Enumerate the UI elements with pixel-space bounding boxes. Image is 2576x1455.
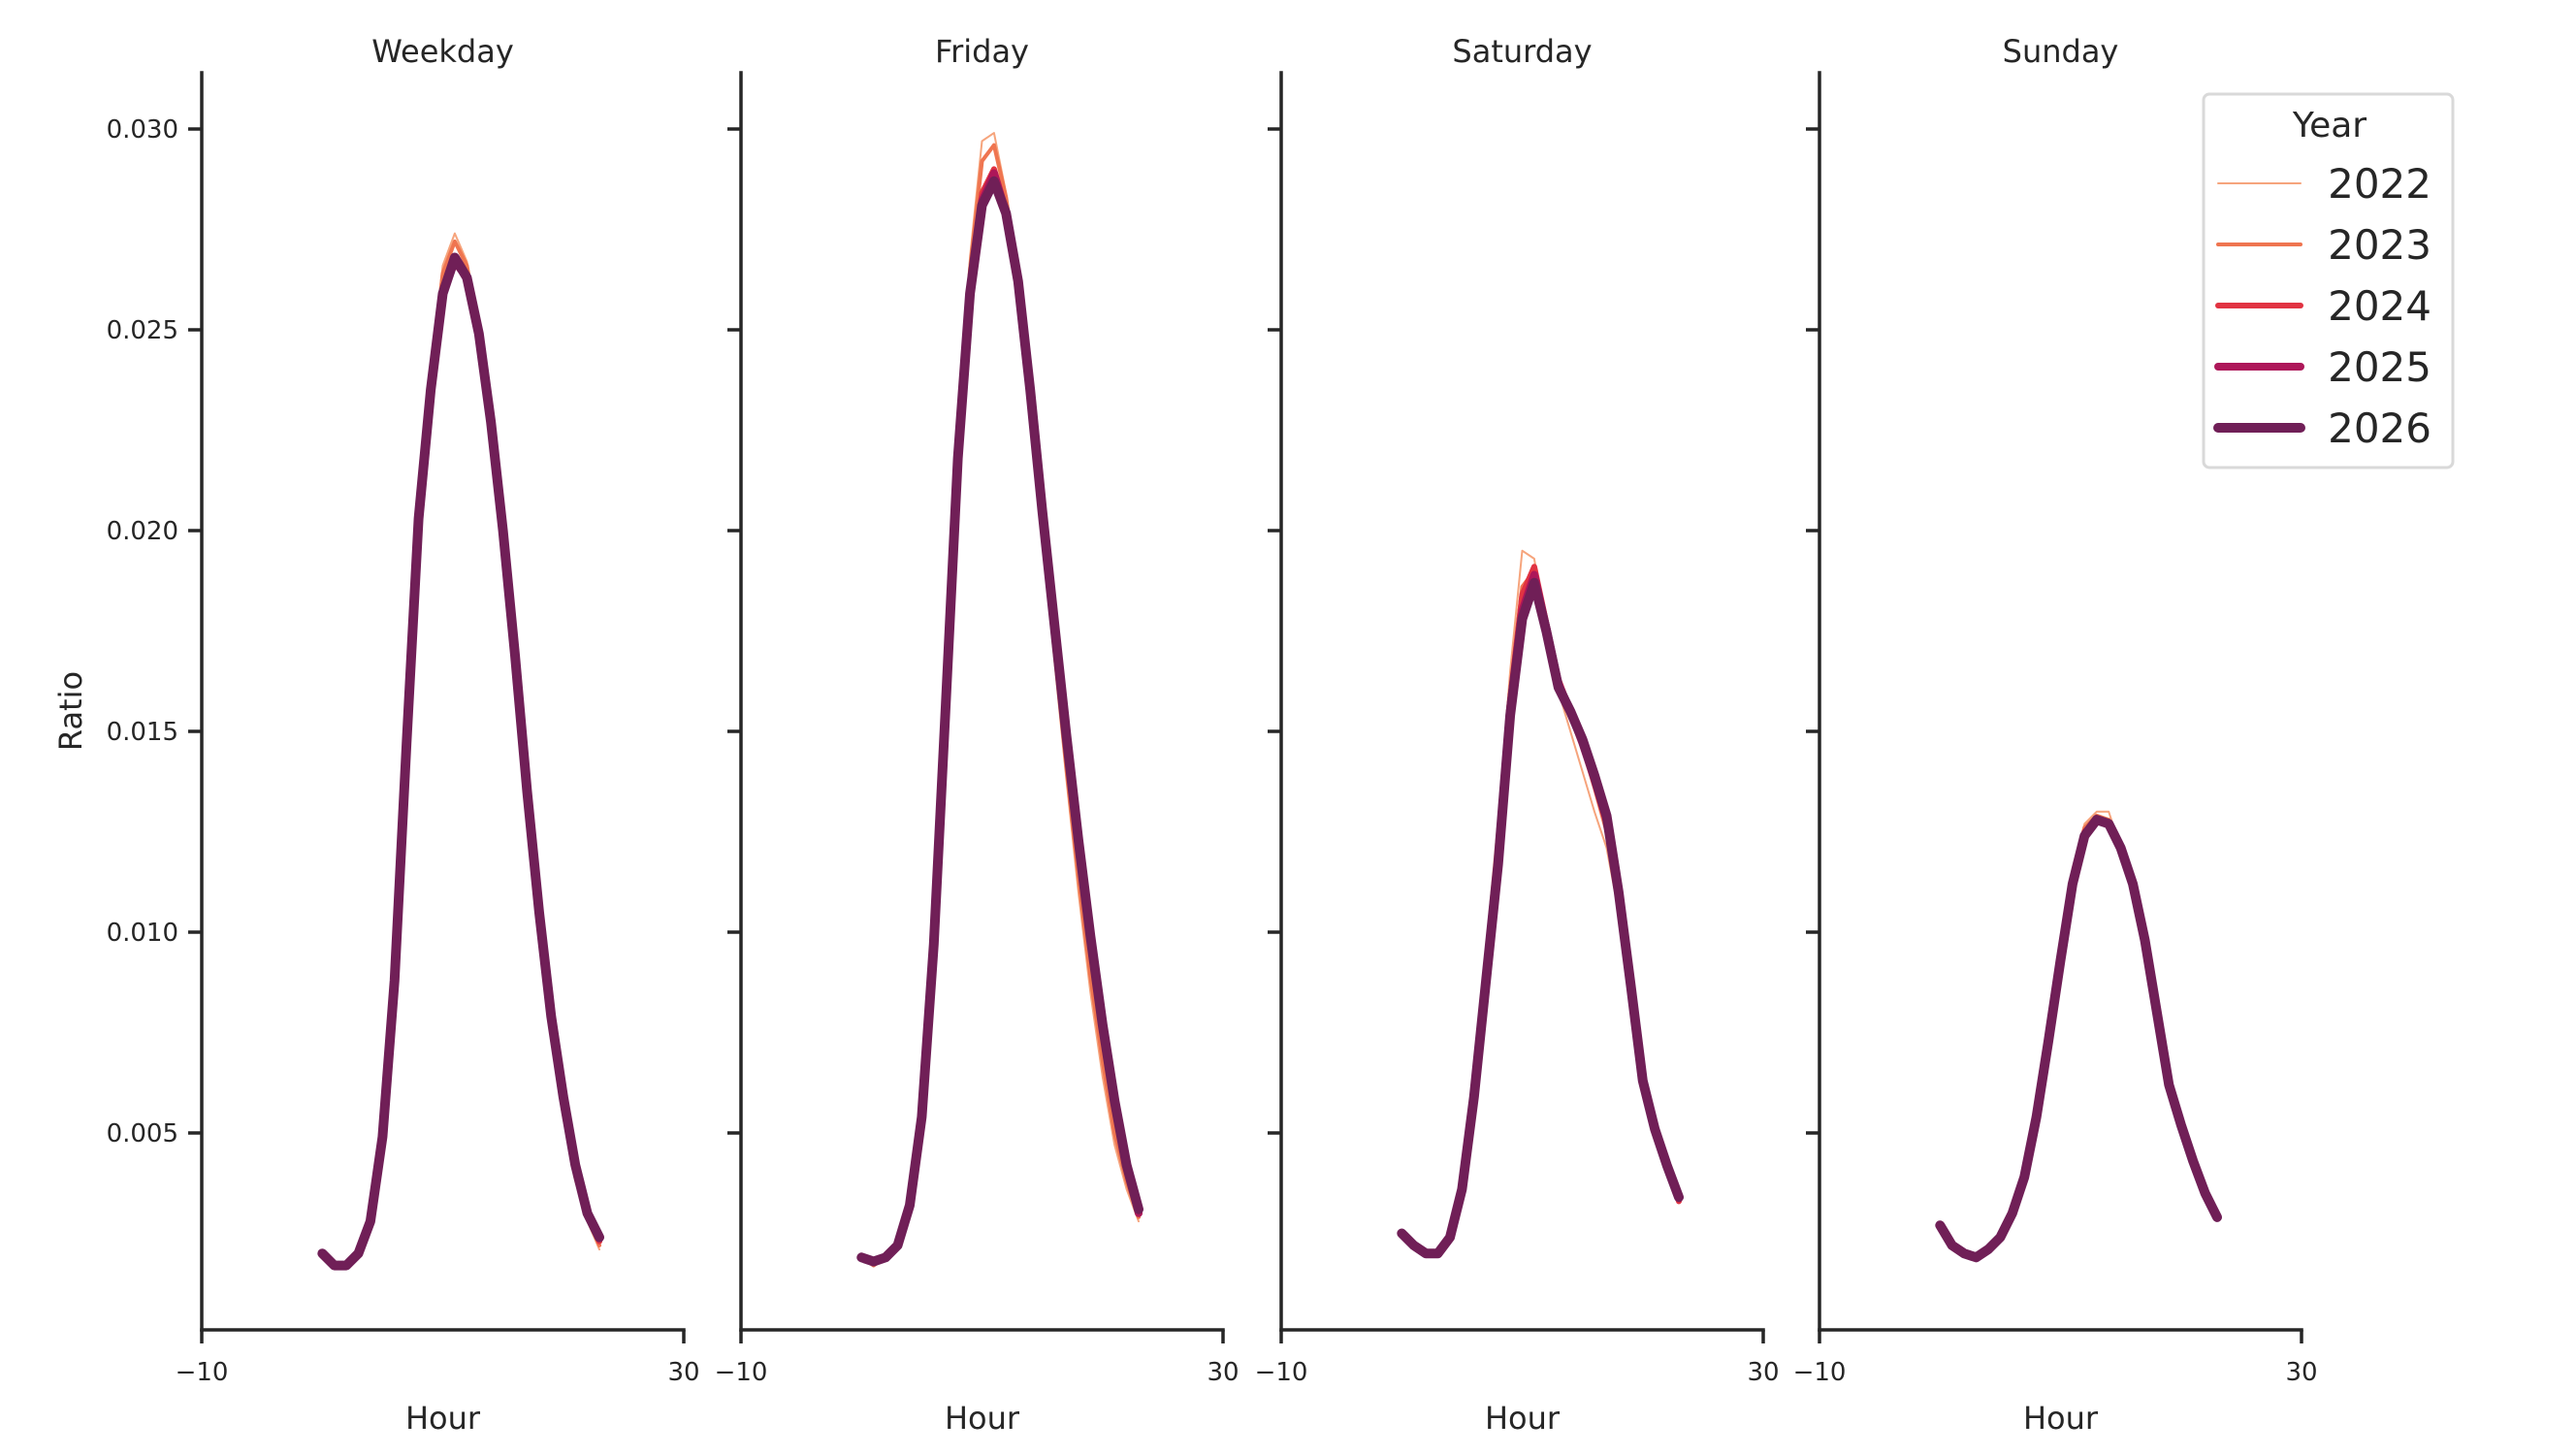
series-line-2023 bbox=[1400, 568, 1681, 1256]
series-line-2023 bbox=[320, 239, 601, 1268]
panels: Weekday 0.005 0.010 0.015 0.020 0.025 0.030 −10… bbox=[107, 33, 2318, 1437]
legend-label: 2024 bbox=[2328, 282, 2431, 330]
y-tick-label: 0.010 bbox=[107, 919, 178, 948]
panel-title: Friday bbox=[935, 33, 1029, 70]
legend-item-2026: 2026 bbox=[2213, 404, 2431, 452]
y-tick-label: 0.030 bbox=[107, 115, 178, 145]
series-line-2025 bbox=[1936, 816, 2221, 1262]
x-axis-label: Hour bbox=[1485, 1400, 1561, 1437]
panel-title: Sunday bbox=[2003, 33, 2119, 70]
x-tick-label: 30 bbox=[1207, 1358, 1239, 1387]
legend-item-2023: 2023 bbox=[2216, 221, 2431, 269]
series-line-2022 bbox=[1401, 549, 1680, 1255]
y-tick-label: 0.020 bbox=[107, 517, 178, 546]
legend-label: 2022 bbox=[2328, 160, 2431, 208]
series-line-2026 bbox=[856, 176, 1143, 1267]
series-line-2024 bbox=[319, 254, 602, 1269]
series-line-2026 bbox=[1935, 815, 2222, 1263]
series-line-2024 bbox=[858, 166, 1142, 1265]
x-tick-label: −10 bbox=[715, 1358, 768, 1387]
series-line-2024 bbox=[1399, 564, 1682, 1257]
series-line-2025 bbox=[318, 257, 603, 1270]
series-line-2022 bbox=[860, 132, 1140, 1267]
panel-weekday: Weekday 0.005 0.010 0.015 0.020 0.025 0.030 −10… bbox=[107, 33, 700, 1437]
y-tick-label: 0.025 bbox=[107, 316, 178, 345]
y-axis-label: Ratio bbox=[52, 671, 89, 751]
x-tick-label: 30 bbox=[667, 1358, 699, 1387]
y-tick-label: 0.015 bbox=[107, 718, 178, 747]
x-axis-label: Hour bbox=[2023, 1400, 2099, 1437]
legend-label: 2023 bbox=[2328, 221, 2431, 269]
series-line-2025 bbox=[857, 169, 1143, 1266]
series-line-2024 bbox=[1937, 817, 2220, 1261]
legend-title: Year bbox=[2292, 106, 2367, 146]
legend-label: 2025 bbox=[2328, 343, 2431, 391]
x-tick-label: −10 bbox=[1255, 1358, 1308, 1387]
series-line-2026 bbox=[317, 252, 604, 1271]
x-axis-label: Hour bbox=[405, 1400, 481, 1437]
panel-title: Saturday bbox=[1452, 33, 1592, 70]
y-tick-label: 0.005 bbox=[107, 1119, 178, 1148]
legend-item-2024: 2024 bbox=[2215, 282, 2431, 330]
legend-label: 2026 bbox=[2328, 404, 2431, 452]
x-tick-label: −10 bbox=[1793, 1358, 1847, 1387]
series-line-2023 bbox=[859, 143, 1141, 1268]
x-tick-label: 30 bbox=[1747, 1358, 1779, 1387]
panel-friday: Friday −10 30 Hour bbox=[715, 33, 1240, 1437]
x-axis-label: Hour bbox=[945, 1400, 1020, 1437]
legend-frame bbox=[2202, 92, 2455, 469]
series-line-2023 bbox=[1938, 813, 2219, 1260]
panel-title: Weekday bbox=[371, 33, 514, 70]
series-line-2026 bbox=[1397, 577, 1684, 1259]
panel-sunday: Sunday −10 30 Hour bbox=[1793, 33, 2318, 1437]
x-tick-label: 30 bbox=[2285, 1358, 2317, 1387]
x-tick-label: −10 bbox=[176, 1358, 229, 1387]
series-line-2025 bbox=[1398, 570, 1683, 1258]
series-line-2022 bbox=[321, 232, 600, 1267]
legend-item-2025: 2025 bbox=[2214, 343, 2431, 391]
legend: Year 2022 2023 2024 2025 2026 bbox=[2202, 92, 2455, 469]
legend-item-2022: 2022 bbox=[2217, 160, 2431, 208]
panel-saturday: Saturday −10 30 Hour bbox=[1255, 33, 1780, 1437]
